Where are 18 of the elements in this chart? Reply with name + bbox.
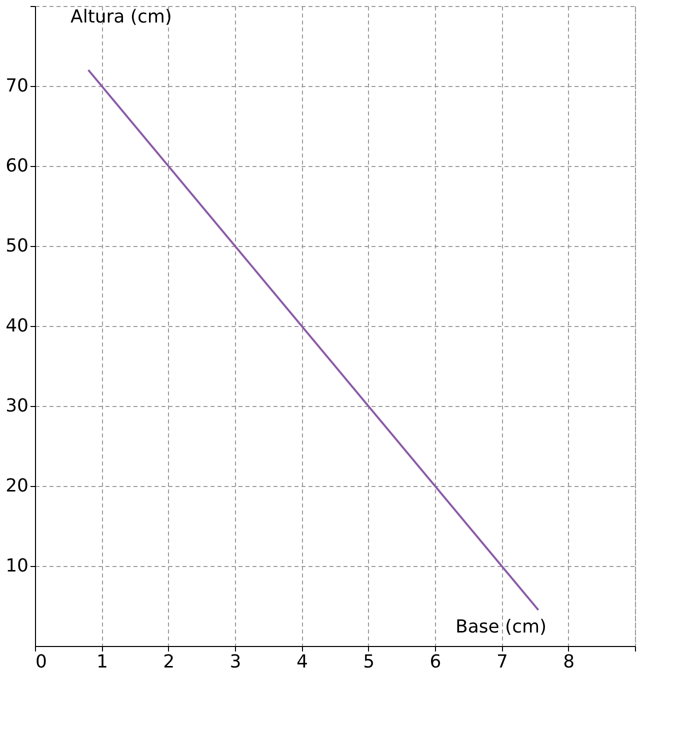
x-tick-label: 3 bbox=[230, 652, 242, 672]
x-tick-label: 0 bbox=[36, 652, 47, 672]
y-tick-label: 50 bbox=[6, 236, 28, 256]
y-tick-label: 40 bbox=[6, 316, 28, 336]
y-tick-label: 20 bbox=[6, 476, 28, 496]
y-tick-label: 10 bbox=[6, 556, 28, 576]
x-tick-label: 7 bbox=[496, 652, 508, 672]
x-tick-label: 2 bbox=[163, 652, 175, 672]
x-tick-label: 4 bbox=[296, 652, 308, 672]
x-axis-title: Base (cm) bbox=[456, 616, 547, 638]
y-axis-title: Altura (cm) bbox=[70, 6, 172, 28]
y-tick-label: 70 bbox=[6, 76, 28, 96]
y-tick-label: 60 bbox=[6, 156, 28, 176]
y-tick-label: 30 bbox=[6, 396, 28, 416]
x-tick-label: 5 bbox=[363, 652, 375, 672]
x-tick-label: 1 bbox=[96, 652, 108, 672]
x-tick-label: 6 bbox=[430, 652, 442, 672]
x-tick-label: 8 bbox=[563, 652, 575, 672]
